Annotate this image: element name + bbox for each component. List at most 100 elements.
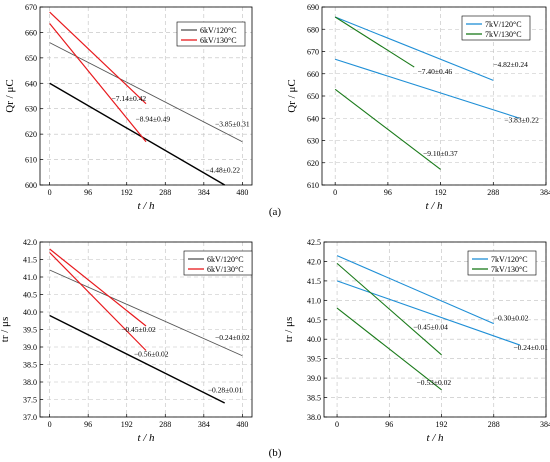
slope-annotation: −7.14±0.42 [111, 94, 146, 103]
series-line [49, 252, 147, 351]
y-tick-label: 630 [25, 105, 37, 114]
x-tick-label: 480 [236, 420, 248, 429]
series-line [334, 88, 441, 170]
legend-label: 7kV/130°C [491, 265, 528, 274]
charts-layer: −7.14±0.42 −8.94±0.49 −3.85±0.31 −4.48±0.22… [0, 3, 550, 444]
x-tick-label: 96 [84, 188, 92, 197]
y-axis-title: Qr / μC [286, 79, 298, 112]
slope-annotation: −0.53±0.02 [417, 378, 452, 387]
chart-2: −7.40±0.46 −4.82±0.24 −3.83±0.22 −9.10±0.37… [286, 3, 550, 212]
legend-label: 6kV/130°C [207, 265, 244, 274]
y-tick-label: 37.0 [23, 413, 37, 422]
y-axis-title: Qr / μC [4, 79, 16, 112]
y-tick-label: 41.0 [23, 273, 37, 282]
x-tick-label: 384 [198, 420, 210, 429]
series-line [334, 16, 494, 81]
plot-frame [39, 6, 253, 186]
y-tick-label: 40.5 [23, 291, 37, 300]
y-tick-label: 42.5 [307, 238, 321, 247]
legend-label: 7kV/120°C [485, 20, 522, 29]
series-line [336, 280, 521, 346]
series-line [49, 82, 226, 186]
x-axis-title: t / h [137, 200, 155, 212]
slope-annotation: −3.85±0.31 [215, 120, 250, 129]
slope-annotation: −0.28±0.01 [208, 386, 243, 395]
slope-annotation: −3.83±0.22 [504, 116, 539, 125]
y-tick-label: 660 [307, 70, 319, 79]
slope-annotation: −0.45±0.04 [413, 323, 448, 332]
x-tick-label: 96 [385, 420, 393, 429]
legend-box [461, 15, 531, 41]
slope-annotation: −4.48±0.22 [205, 165, 240, 174]
y-tick-label: 650 [307, 92, 319, 101]
x-tick-label: 192 [121, 188, 133, 197]
chart-4: −0.45±0.04 −0.30±0.02 −0.24±0.01 −0.53±0.02… [283, 238, 550, 444]
slope-annotation: −0.56±0.02 [134, 349, 169, 358]
series-line [49, 314, 226, 404]
legend-box [467, 250, 537, 276]
legend-box [183, 250, 253, 276]
series-line [49, 42, 243, 143]
series-line [336, 307, 442, 391]
y-tick-label: 39.5 [23, 326, 37, 335]
y-tick-label: 40.5 [307, 316, 321, 325]
x-tick-label: 192 [435, 188, 447, 197]
y-tick-label: 620 [307, 159, 319, 168]
x-tick-label: 288 [159, 188, 171, 197]
slope-annotation: −0.24±0.02 [215, 333, 250, 342]
x-tick-label: 384 [198, 188, 210, 197]
series-line [49, 248, 147, 327]
y-tick-label: 690 [307, 3, 319, 12]
slope-annotation: −0.24±0.01 [513, 343, 548, 352]
x-tick-label: 384 [540, 188, 550, 197]
x-tick-label: 0 [335, 420, 339, 429]
x-tick-label: 0 [48, 420, 52, 429]
x-tick-label: 192 [121, 420, 133, 429]
y-tick-label: 650 [25, 54, 37, 63]
y-tick-label: 38.0 [23, 378, 37, 387]
y-tick-label: 610 [307, 181, 319, 190]
y-tick-label: 38.5 [23, 361, 37, 370]
y-tick-label: 600 [25, 181, 37, 190]
x-axis-title: t / h [137, 432, 155, 444]
y-tick-label: 670 [25, 3, 37, 12]
y-tick-label: 630 [307, 137, 319, 146]
legend-label: 7kV/120°C [491, 255, 528, 264]
series-line [49, 23, 147, 143]
caption-a: (a) [269, 206, 282, 218]
y-tick-label: 610 [25, 156, 37, 165]
y-tick-label: 38.0 [307, 413, 321, 422]
y-tick-label: 42.0 [23, 238, 37, 247]
x-axis-title: t / h [425, 200, 443, 212]
slope-annotation: −4.82±0.24 [493, 60, 528, 69]
legend-label: 6kV/120°C [207, 255, 244, 264]
y-tick-label: 40.0 [307, 335, 321, 344]
x-axis-title: t / h [426, 432, 444, 444]
y-tick-label: 38.5 [307, 394, 321, 403]
x-tick-label: 192 [436, 420, 448, 429]
y-tick-label: 41.5 [307, 277, 321, 286]
series-line [336, 262, 442, 356]
y-tick-label: 680 [307, 25, 319, 34]
slope-annotation: −0.45±0.02 [121, 325, 156, 334]
legend-label: 7kV/130°C [485, 30, 522, 39]
series-line [335, 58, 520, 119]
x-tick-label: 480 [236, 188, 248, 197]
y-tick-label: 39.0 [23, 343, 37, 352]
legend-box [176, 21, 246, 47]
slope-annotation: −7.40±0.46 [418, 67, 453, 76]
y-axis-title: tr / μs [283, 317, 295, 342]
x-tick-label: 288 [159, 420, 171, 429]
y-tick-label: 660 [25, 28, 37, 37]
series-line [336, 255, 494, 325]
x-tick-label: 0 [48, 188, 52, 197]
y-tick-label: 40.0 [23, 308, 37, 317]
x-tick-label: 0 [333, 188, 337, 197]
slope-annotation: −8.94±0.49 [136, 114, 171, 123]
chart-1: −7.14±0.42 −8.94±0.49 −3.85±0.31 −4.48±0.22… [4, 3, 253, 212]
chart-3: −0.45±0.02 −0.56±0.02 −0.24±0.02 −0.28±0.01… [0, 238, 253, 444]
y-tick-label: 37.5 [23, 396, 37, 405]
legend-label: 6kV/130°C [200, 36, 237, 45]
y-tick-label: 41.5 [23, 256, 37, 265]
